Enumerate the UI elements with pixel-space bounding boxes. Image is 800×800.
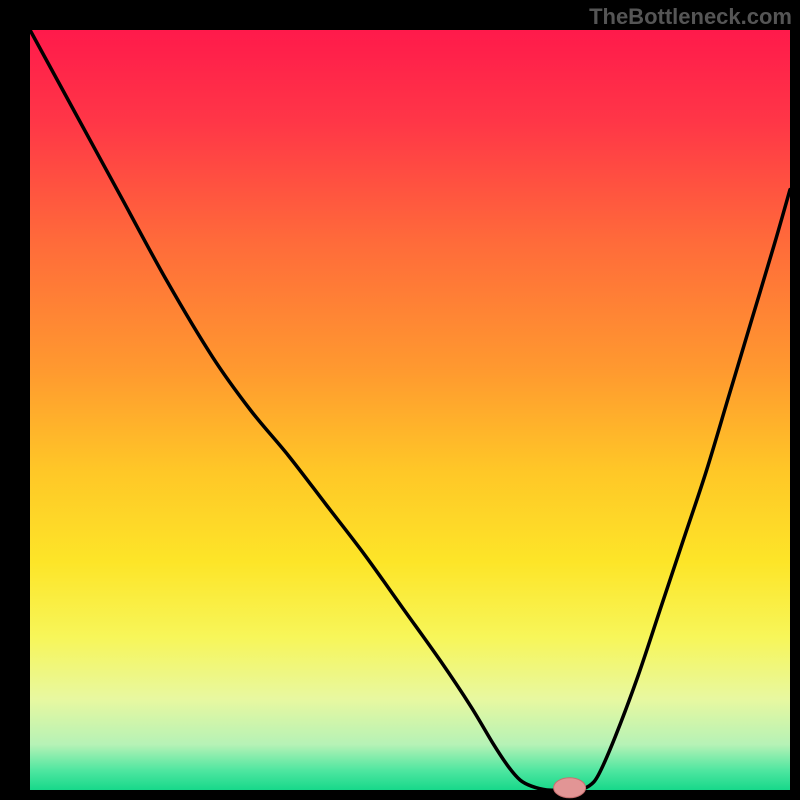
chart-svg (0, 0, 800, 800)
bottleneck-chart: TheBottleneck.com (0, 0, 800, 800)
plot-background (30, 30, 790, 790)
minimum-marker (554, 778, 586, 798)
watermark-text: TheBottleneck.com (589, 4, 792, 30)
